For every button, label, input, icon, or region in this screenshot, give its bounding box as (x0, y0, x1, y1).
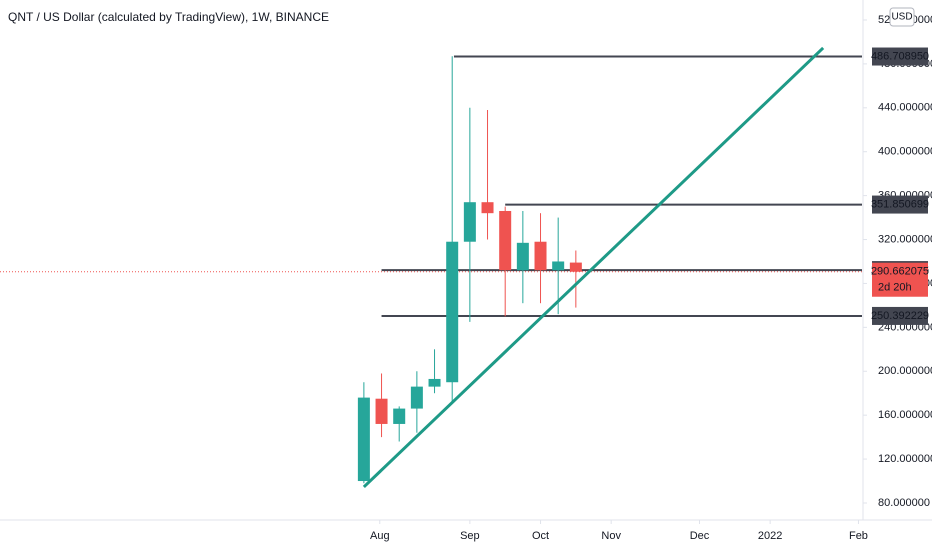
candle-body (446, 241, 459, 383)
currency-label: USD (891, 12, 912, 23)
candle-body (552, 261, 565, 271)
x-tick-label: Feb (849, 530, 868, 542)
x-tick-label: Dec (690, 530, 710, 542)
candle-body (375, 398, 388, 424)
y-tick-label: 440.000000 (878, 102, 932, 114)
candle-body (534, 241, 547, 271)
x-tick-label: Nov (601, 530, 621, 542)
candle-body (357, 397, 370, 482)
level-label-box (872, 195, 928, 214)
y-tick-label: 400.000000 (878, 146, 932, 158)
countdown-label: 2d 20h (878, 282, 912, 294)
last-price-label: 290.662075 (871, 266, 929, 278)
x-tick-label: 2022 (758, 530, 782, 542)
candle-body (410, 386, 423, 409)
level-label-box (872, 306, 928, 325)
level-label: 351.850699 (871, 198, 929, 210)
x-tick-label: Oct (532, 530, 549, 542)
last-price-box (872, 262, 928, 297)
candle-body (516, 242, 529, 271)
y-tick-label: 320.000000 (878, 233, 932, 245)
y-tick-label: 160.000000 (878, 409, 932, 421)
x-tick-label: Aug (370, 530, 390, 542)
y-tick-label: 120.000000 (878, 453, 932, 465)
trend-line (362, 46, 825, 489)
y-tick-label: 200.000000 (878, 365, 932, 377)
level-label-box (872, 47, 928, 66)
candle-body (481, 202, 494, 214)
level-label: 250.392229 (871, 310, 929, 322)
chart-title: QNT / US Dollar (calculated by TradingVi… (8, 10, 329, 24)
candle-body (463, 202, 476, 242)
y-tick-label: 80.000000 (878, 497, 930, 509)
x-tick-label: Sep (460, 530, 480, 542)
candle-body (499, 210, 512, 271)
candle-body (428, 378, 441, 387)
candle-body (393, 408, 406, 424)
level-label: 486.708950 (871, 50, 929, 62)
currency-button[interactable] (889, 7, 915, 27)
candle-body (569, 262, 582, 272)
